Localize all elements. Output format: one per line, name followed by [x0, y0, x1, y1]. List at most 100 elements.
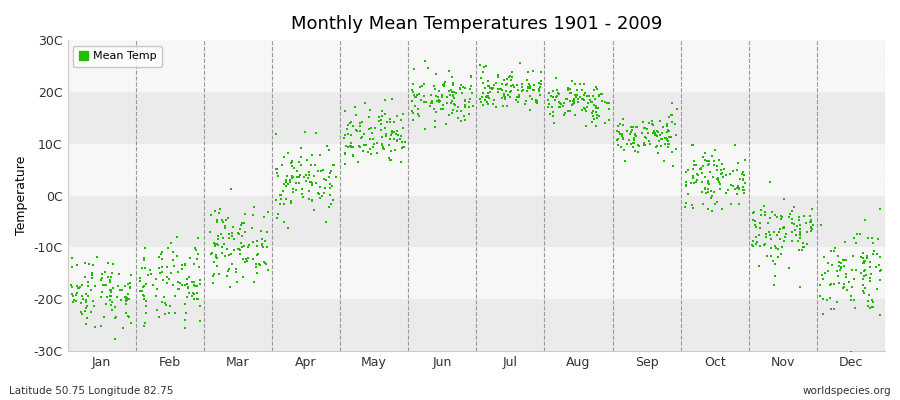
- Point: [629, 123, 643, 130]
- Point: [350, 128, 365, 134]
- Point: [238, 259, 253, 266]
- Point: [579, 108, 593, 114]
- Point: [281, 150, 295, 156]
- Point: [302, 196, 317, 202]
- Point: [619, 140, 634, 147]
- Point: [81, 278, 95, 285]
- Point: [768, 243, 782, 249]
- Point: [255, 236, 269, 242]
- Point: [78, 305, 93, 311]
- Point: [725, 183, 740, 190]
- Point: [610, 137, 625, 144]
- Point: [134, 287, 148, 294]
- Point: [236, 274, 250, 280]
- Point: [101, 274, 115, 280]
- Point: [757, 242, 771, 249]
- Point: [830, 268, 844, 274]
- Point: [710, 176, 724, 182]
- Point: [662, 141, 676, 148]
- Point: [260, 208, 274, 215]
- Point: [832, 280, 846, 286]
- Point: [504, 83, 518, 89]
- Point: [473, 75, 488, 81]
- Point: [735, 177, 750, 183]
- Point: [86, 298, 101, 304]
- Point: [474, 98, 489, 105]
- Point: [292, 159, 306, 166]
- Point: [523, 93, 537, 100]
- Text: Latitude 50.75 Longitude 82.75: Latitude 50.75 Longitude 82.75: [9, 386, 174, 396]
- Point: [837, 263, 851, 269]
- Point: [640, 126, 654, 132]
- Point: [193, 280, 207, 287]
- Point: [577, 105, 591, 112]
- Point: [627, 137, 642, 143]
- Point: [636, 125, 651, 132]
- Point: [788, 232, 803, 238]
- Point: [844, 348, 859, 355]
- Point: [104, 270, 119, 276]
- Point: [662, 127, 676, 133]
- Point: [148, 276, 163, 282]
- Point: [248, 204, 262, 211]
- Point: [844, 284, 859, 290]
- Point: [770, 214, 784, 220]
- Point: [343, 119, 357, 126]
- Point: [698, 157, 712, 164]
- Point: [698, 186, 713, 192]
- Point: [563, 90, 578, 96]
- Point: [212, 206, 227, 212]
- Point: [485, 85, 500, 92]
- Point: [239, 258, 254, 264]
- Point: [752, 263, 766, 270]
- Point: [562, 108, 577, 114]
- Point: [290, 168, 304, 174]
- Point: [685, 202, 699, 209]
- Point: [346, 152, 361, 159]
- Point: [338, 132, 353, 138]
- Point: [170, 253, 184, 260]
- Point: [103, 292, 117, 299]
- Point: [451, 104, 465, 110]
- Point: [432, 99, 446, 105]
- Point: [286, 186, 301, 192]
- Point: [637, 142, 652, 148]
- Point: [616, 122, 630, 128]
- Point: [713, 180, 727, 187]
- Point: [804, 217, 818, 223]
- Point: [246, 212, 260, 218]
- Point: [827, 248, 842, 254]
- Point: [572, 94, 587, 100]
- Point: [94, 276, 109, 283]
- Point: [441, 112, 455, 118]
- Point: [546, 93, 561, 100]
- Point: [837, 257, 851, 264]
- Point: [686, 175, 700, 182]
- Point: [662, 141, 676, 148]
- Point: [259, 229, 274, 235]
- Point: [645, 122, 660, 128]
- Point: [634, 130, 649, 136]
- Point: [865, 296, 879, 303]
- Point: [207, 240, 221, 246]
- Point: [396, 111, 410, 117]
- Point: [559, 96, 573, 103]
- Point: [716, 165, 731, 172]
- Point: [408, 103, 422, 109]
- Point: [137, 255, 151, 261]
- Point: [246, 256, 260, 262]
- Point: [660, 121, 674, 127]
- Point: [132, 275, 147, 281]
- Point: [289, 180, 303, 186]
- Point: [496, 103, 510, 109]
- Point: [394, 145, 409, 152]
- Point: [105, 307, 120, 313]
- Point: [340, 122, 355, 128]
- Point: [309, 130, 323, 137]
- Point: [578, 90, 592, 96]
- Point: [655, 130, 670, 136]
- Point: [281, 150, 295, 156]
- Point: [256, 244, 270, 250]
- Point: [567, 100, 581, 106]
- Point: [507, 84, 521, 91]
